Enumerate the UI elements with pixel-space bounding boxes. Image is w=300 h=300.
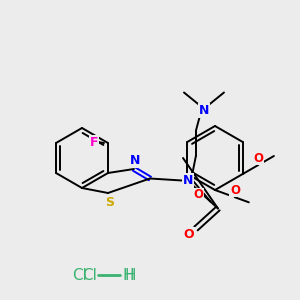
Text: N: N [199, 104, 209, 117]
Text: H: H [122, 268, 134, 283]
Text: F: F [90, 136, 98, 148]
Text: N: N [130, 154, 140, 167]
Text: O: O [230, 184, 240, 197]
Text: S: S [106, 196, 115, 208]
Text: Cl: Cl [73, 268, 87, 283]
Text: H: H [124, 268, 136, 283]
Text: O: O [253, 152, 263, 164]
Text: O: O [194, 188, 204, 201]
Text: —: — [101, 266, 119, 284]
Text: Cl: Cl [82, 268, 98, 283]
Text: O: O [184, 228, 194, 241]
Text: N: N [183, 174, 193, 187]
